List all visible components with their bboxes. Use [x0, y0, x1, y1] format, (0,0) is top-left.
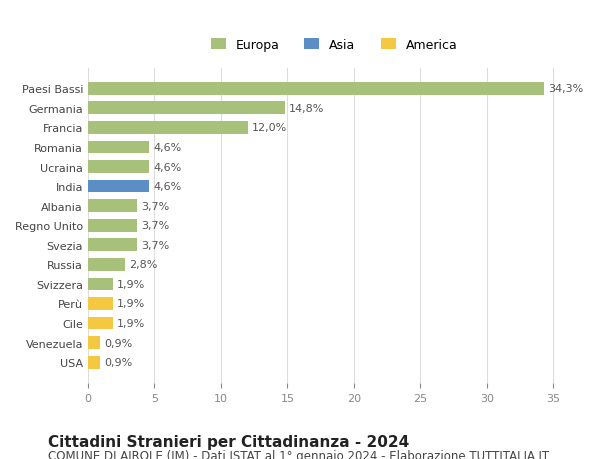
Text: 12,0%: 12,0%: [251, 123, 287, 133]
Text: 3,7%: 3,7%: [141, 221, 169, 231]
Text: 2,8%: 2,8%: [129, 260, 158, 270]
Text: 3,7%: 3,7%: [141, 201, 169, 211]
Bar: [88, 141, 149, 154]
Text: 34,3%: 34,3%: [548, 84, 583, 94]
Text: 0,9%: 0,9%: [104, 358, 132, 367]
Text: 1,9%: 1,9%: [117, 299, 145, 309]
Bar: [88, 219, 137, 232]
Text: 4,6%: 4,6%: [153, 143, 181, 153]
Text: 0,9%: 0,9%: [104, 338, 132, 348]
Text: COMUNE DI AIROLE (IM) - Dati ISTAT al 1° gennaio 2024 - Elaborazione TUTTITALIA.: COMUNE DI AIROLE (IM) - Dati ISTAT al 1°…: [48, 449, 549, 459]
Text: 14,8%: 14,8%: [289, 104, 324, 113]
Bar: [88, 102, 285, 115]
Bar: [88, 161, 149, 174]
Text: 1,9%: 1,9%: [117, 319, 145, 328]
Bar: [88, 122, 248, 134]
Text: 4,6%: 4,6%: [153, 162, 181, 172]
Bar: [88, 200, 137, 213]
Bar: [88, 336, 100, 349]
Bar: [88, 180, 149, 193]
Text: 4,6%: 4,6%: [153, 182, 181, 192]
Bar: [88, 297, 113, 310]
Bar: [88, 239, 137, 252]
Bar: [88, 278, 113, 291]
Bar: [88, 258, 125, 271]
Text: 1,9%: 1,9%: [117, 280, 145, 289]
Bar: [88, 356, 100, 369]
Text: 3,7%: 3,7%: [141, 240, 169, 250]
Text: Cittadini Stranieri per Cittadinanza - 2024: Cittadini Stranieri per Cittadinanza - 2…: [48, 434, 409, 449]
Bar: [88, 317, 113, 330]
Bar: [88, 83, 544, 95]
Legend: Europa, Asia, America: Europa, Asia, America: [206, 34, 463, 57]
